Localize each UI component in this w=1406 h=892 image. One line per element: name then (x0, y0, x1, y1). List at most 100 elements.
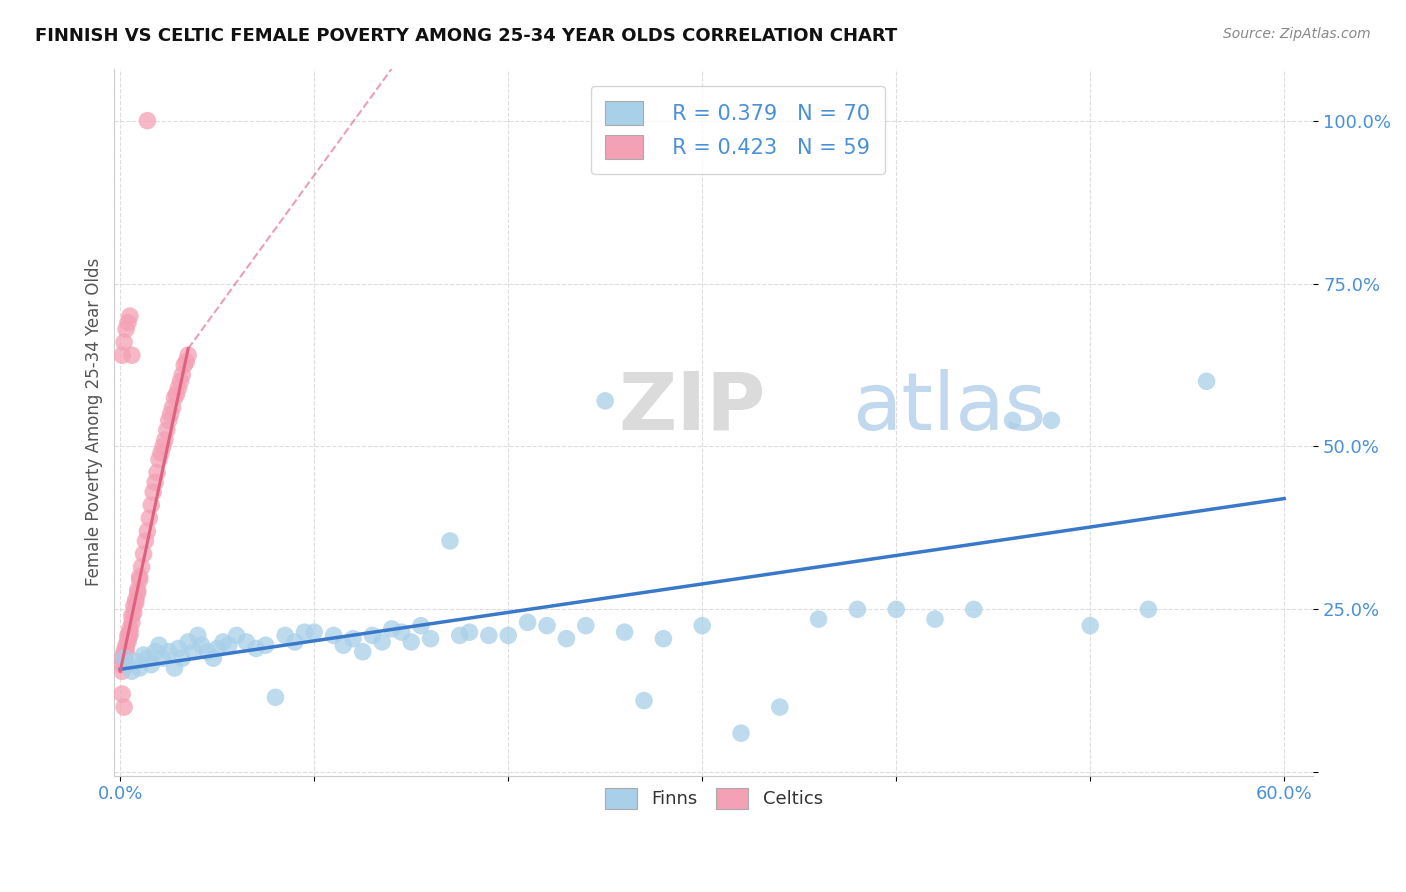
Text: FINNISH VS CELTIC FEMALE POVERTY AMONG 25-34 YEAR OLDS CORRELATION CHART: FINNISH VS CELTIC FEMALE POVERTY AMONG 2… (35, 27, 897, 45)
Point (112, 648, 135, 662)
Point (132, 547, 155, 561)
Point (235, 635, 257, 649)
Point (284, 635, 307, 649)
Point (112, 651, 135, 665)
Point (575, 618, 598, 632)
Point (143, 645, 166, 659)
Point (197, 645, 219, 659)
Point (112, 645, 135, 659)
Point (846, 602, 869, 616)
Point (136, 651, 159, 665)
Y-axis label: Female Poverty Among 25-34 Year Olds: Female Poverty Among 25-34 Year Olds (86, 258, 103, 586)
Point (163, 391, 186, 405)
Point (167, 381, 190, 395)
Point (884, 602, 907, 616)
Point (254, 638, 277, 652)
Point (322, 628, 344, 642)
Point (112, 651, 135, 665)
Point (117, 628, 139, 642)
Point (115, 645, 138, 659)
Point (730, 726, 752, 740)
Point (141, 498, 163, 512)
Point (157, 413, 180, 427)
Point (111, 665, 134, 679)
Point (115, 641, 138, 656)
Point (174, 355, 197, 369)
Point (121, 615, 143, 630)
Point (536, 618, 558, 632)
Point (212, 635, 235, 649)
Point (136, 113, 159, 128)
Point (177, 635, 200, 649)
Point (173, 358, 195, 372)
Point (1195, 374, 1218, 388)
Point (613, 625, 636, 640)
Point (111, 651, 134, 665)
Point (141, 657, 163, 672)
Point (478, 628, 501, 642)
Point (516, 615, 538, 630)
Point (111, 348, 134, 362)
Point (183, 645, 205, 659)
Point (496, 628, 519, 642)
Point (128, 661, 150, 675)
Point (127, 582, 149, 597)
Point (121, 665, 143, 679)
Point (112, 335, 135, 350)
Point (652, 632, 675, 646)
Text: Source: ZipAtlas.com: Source: ZipAtlas.com (1223, 27, 1371, 41)
Point (1040, 413, 1063, 427)
Point (381, 622, 404, 636)
Point (352, 645, 374, 659)
Point (117, 632, 139, 646)
Point (128, 570, 150, 584)
Point (131, 560, 153, 574)
Point (163, 661, 186, 675)
Point (125, 655, 148, 669)
Point (361, 628, 384, 642)
Point (118, 628, 141, 642)
Point (225, 628, 247, 642)
Point (112, 700, 135, 714)
Point (807, 612, 830, 626)
Point (391, 625, 413, 640)
Point (115, 322, 138, 336)
Point (118, 309, 141, 323)
Point (117, 657, 139, 672)
Point (153, 433, 176, 447)
Point (152, 651, 174, 665)
Point (190, 638, 212, 652)
Point (399, 635, 422, 649)
Point (121, 348, 143, 362)
Point (162, 401, 184, 415)
Point (157, 645, 180, 659)
Point (148, 638, 170, 652)
Point (121, 608, 143, 623)
Point (111, 687, 134, 701)
Point (138, 511, 160, 525)
Point (458, 625, 481, 640)
Point (156, 423, 179, 437)
Point (439, 533, 461, 548)
Point (409, 618, 432, 632)
Point (1137, 602, 1160, 616)
Point (136, 524, 159, 538)
Point (633, 693, 655, 707)
Point (769, 700, 792, 714)
Point (118, 622, 141, 636)
Point (332, 638, 354, 652)
Point (115, 638, 138, 652)
Text: ZIP: ZIP (617, 369, 765, 447)
Point (202, 651, 225, 665)
Point (127, 586, 149, 600)
Point (245, 641, 267, 656)
Point (1001, 413, 1024, 427)
Legend: Finns, Celtics: Finns, Celtics (598, 780, 830, 816)
Point (117, 635, 139, 649)
Point (134, 533, 156, 548)
Point (152, 440, 174, 454)
Point (125, 596, 148, 610)
Point (122, 599, 145, 613)
Point (172, 368, 194, 382)
Point (593, 393, 616, 408)
